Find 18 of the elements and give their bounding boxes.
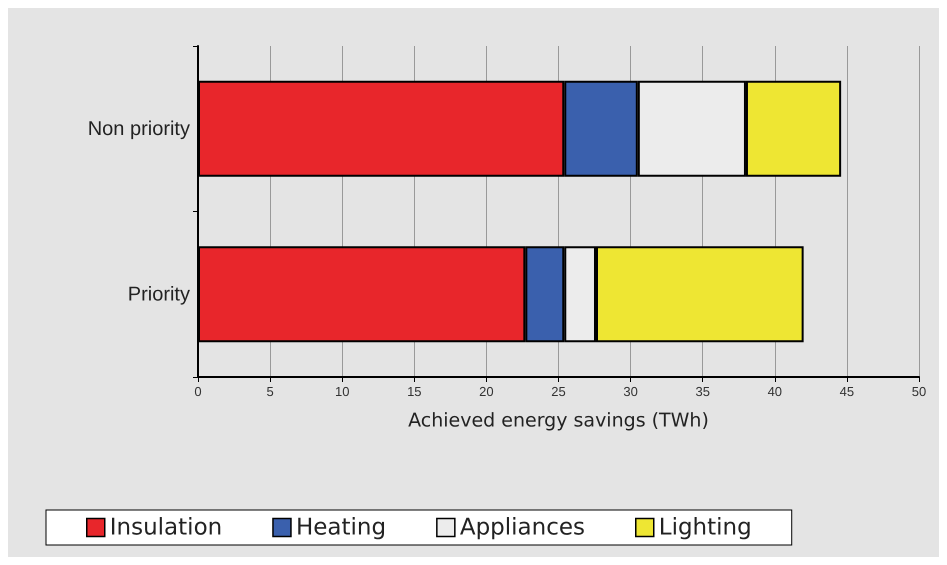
y-tick-label: Non priority [88,118,190,140]
x-tick-label: 20 [479,384,494,399]
x-tick-label: 25 [551,384,566,399]
x-axis-title: Achieved energy savings (TWh) [408,410,709,432]
legend-label: Heating [296,514,386,540]
x-tick-label: 10 [334,384,350,399]
x-tick-label: 45 [840,384,854,399]
legend-label: Appliances [460,514,586,540]
x-tick-label: 5 [266,384,274,399]
x-tick-label: 15 [407,384,422,399]
legend-label: Lighting [658,514,752,540]
x-tick-label: 30 [623,384,638,399]
y-tick-label: Priority [128,283,190,306]
x-tick-label: 40 [768,384,782,399]
x-tick-label: 35 [695,384,710,399]
x-tick-label: 50 [912,384,926,399]
x-tick-label: 0 [194,384,202,399]
legend-label: Insulation [110,514,222,540]
